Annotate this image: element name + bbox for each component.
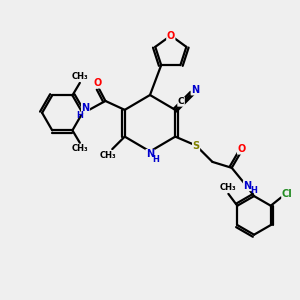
Text: CH₃: CH₃ <box>220 183 236 192</box>
Text: N: N <box>243 181 252 191</box>
Text: Cl: Cl <box>282 189 292 200</box>
Text: N: N <box>81 103 90 113</box>
Text: CH₃: CH₃ <box>71 72 88 81</box>
Text: H: H <box>152 155 159 164</box>
Text: O: O <box>237 144 246 154</box>
Text: O: O <box>93 78 101 88</box>
Text: CH₃: CH₃ <box>71 144 88 153</box>
Text: S: S <box>193 140 200 151</box>
Text: C: C <box>178 97 184 106</box>
Text: H: H <box>250 186 257 195</box>
Text: N: N <box>191 85 199 95</box>
Text: CH₃: CH₃ <box>100 151 116 160</box>
Text: O: O <box>167 31 175 40</box>
Text: H: H <box>77 111 84 120</box>
Text: N: N <box>146 149 154 160</box>
